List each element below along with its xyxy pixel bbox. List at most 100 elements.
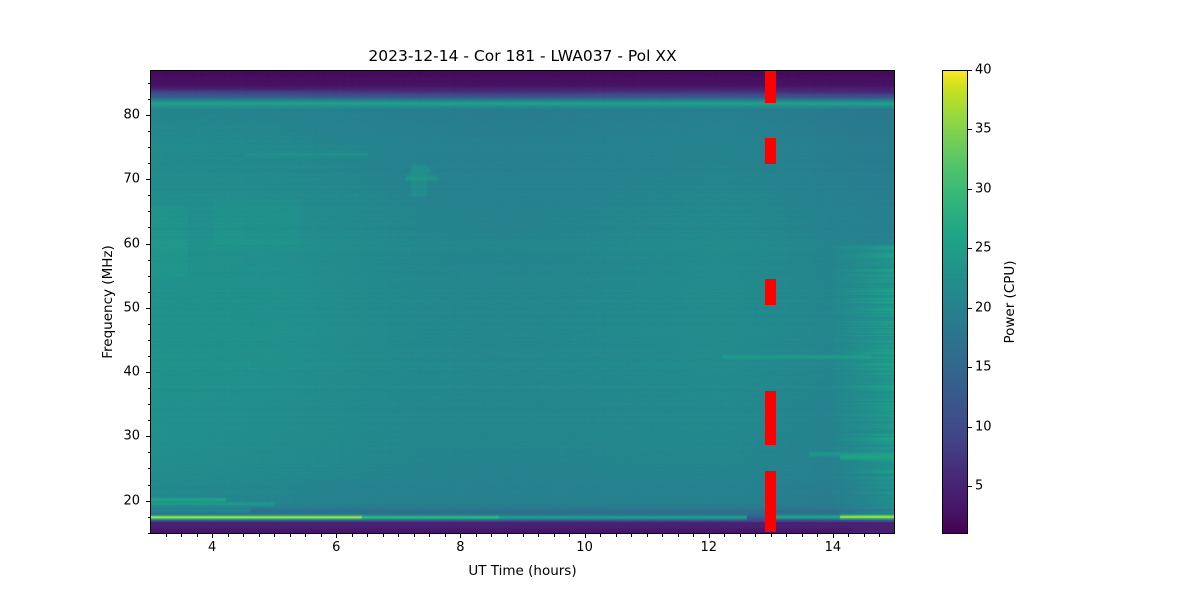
- y-tick-major: [146, 307, 150, 309]
- x-tick-major: [832, 534, 834, 538]
- x-tick-minor: [600, 534, 602, 537]
- spectrogram-canvas: [151, 71, 894, 533]
- x-tick-minor: [770, 534, 772, 537]
- x-tick-minor: [351, 534, 353, 537]
- y-tick-minor: [147, 323, 150, 325]
- colorbar-tick-label: 25: [975, 240, 992, 256]
- y-tick-minor: [147, 98, 150, 100]
- x-tick-label: 10: [576, 540, 593, 555]
- x-tick-minor: [475, 534, 477, 537]
- y-tick-major: [146, 436, 150, 438]
- y-tick-minor: [147, 420, 150, 422]
- y-tick-major: [146, 500, 150, 502]
- x-tick-minor: [553, 534, 555, 537]
- y-tick-minor: [147, 195, 150, 197]
- x-tick-minor: [569, 534, 571, 537]
- colorbar-tick: [968, 70, 972, 71]
- colorbar-tick: [968, 129, 972, 131]
- x-tick-minor: [274, 534, 276, 537]
- y-tick-label: 70: [123, 171, 140, 187]
- colorbar-tick-label: 15: [975, 359, 992, 375]
- flagged-block: [764, 138, 776, 164]
- x-tick-label: 4: [207, 540, 217, 555]
- x-tick-minor: [413, 534, 415, 537]
- x-tick-major: [336, 534, 338, 538]
- x-tick-minor: [243, 534, 245, 537]
- colorbar-tick: [968, 248, 972, 250]
- y-tick-minor: [147, 259, 150, 261]
- x-tick-major: [212, 534, 214, 538]
- x-tick-minor: [646, 534, 648, 537]
- x-tick-minor: [258, 534, 260, 537]
- y-tick-minor: [147, 355, 150, 357]
- colorbar-tick: [968, 486, 972, 488]
- y-tick-label: 50: [123, 300, 140, 316]
- x-tick-minor: [631, 534, 633, 537]
- x-tick-label: 6: [332, 540, 341, 555]
- y-tick-minor: [147, 211, 150, 213]
- x-tick-minor: [181, 534, 183, 537]
- x-tick-minor: [801, 534, 803, 537]
- y-tick-minor: [147, 275, 150, 277]
- x-tick-minor: [429, 534, 431, 537]
- y-tick-label: 60: [123, 236, 140, 252]
- x-tick-minor: [522, 534, 524, 537]
- colorbar[interactable]: [942, 70, 968, 534]
- colorbar-tick-label: 10: [975, 419, 992, 435]
- x-tick-minor: [786, 534, 788, 537]
- y-tick-minor: [147, 516, 150, 518]
- y-tick-minor: [147, 532, 150, 534]
- x-tick-minor: [398, 534, 400, 537]
- y-tick-minor: [147, 291, 150, 293]
- x-tick-minor: [817, 534, 819, 537]
- x-tick-minor: [382, 534, 384, 537]
- x-tick-minor: [538, 534, 540, 537]
- colorbar-tick-label: 35: [975, 121, 992, 137]
- x-tick-minor: [506, 534, 508, 537]
- flagged-block: [764, 71, 776, 103]
- x-tick-major: [460, 534, 462, 538]
- colorbar-title: Power (CPU): [1002, 260, 1018, 344]
- x-tick-minor: [227, 534, 229, 537]
- colorbar-tick-label: 40: [975, 62, 992, 78]
- y-tick-major: [146, 243, 150, 245]
- x-tick-label: 14: [824, 540, 842, 555]
- y-tick-major: [146, 114, 150, 116]
- colorbar-tick-label: 20: [975, 300, 992, 316]
- y-tick-minor: [147, 147, 150, 149]
- colorbar-tick: [968, 367, 972, 369]
- x-tick-minor: [615, 534, 617, 537]
- y-tick-minor: [147, 468, 150, 470]
- y-tick-minor: [147, 82, 150, 84]
- x-tick-minor: [367, 534, 369, 537]
- y-tick-label: 80: [123, 107, 140, 123]
- x-tick-minor: [305, 534, 307, 537]
- x-tick-major: [708, 534, 710, 538]
- x-tick-minor: [755, 534, 757, 537]
- x-tick-minor: [196, 534, 198, 537]
- spectrogram-image: [151, 71, 894, 533]
- y-tick-minor: [147, 227, 150, 229]
- y-tick-label: 20: [123, 493, 140, 509]
- flagged-block: [764, 278, 776, 305]
- x-axis-title: UT Time (hours): [468, 563, 577, 579]
- flagged-block: [764, 390, 776, 446]
- y-tick-major: [146, 372, 150, 374]
- y-tick-minor: [147, 452, 150, 454]
- x-tick-minor: [724, 534, 726, 537]
- spectrogram-axes[interactable]: [150, 70, 895, 534]
- colorbar-tick: [968, 188, 972, 190]
- x-tick-minor: [444, 534, 446, 537]
- x-tick-minor: [662, 534, 664, 537]
- flagged-block: [764, 470, 776, 532]
- y-tick-minor: [147, 388, 150, 390]
- y-tick-minor: [147, 131, 150, 133]
- y-tick-minor: [147, 404, 150, 406]
- x-tick-minor: [165, 534, 167, 537]
- x-tick-minor: [491, 534, 493, 537]
- colorbar-tick: [968, 426, 972, 428]
- y-tick-major: [146, 179, 150, 181]
- x-tick-minor: [320, 534, 322, 537]
- x-tick-major: [584, 534, 586, 538]
